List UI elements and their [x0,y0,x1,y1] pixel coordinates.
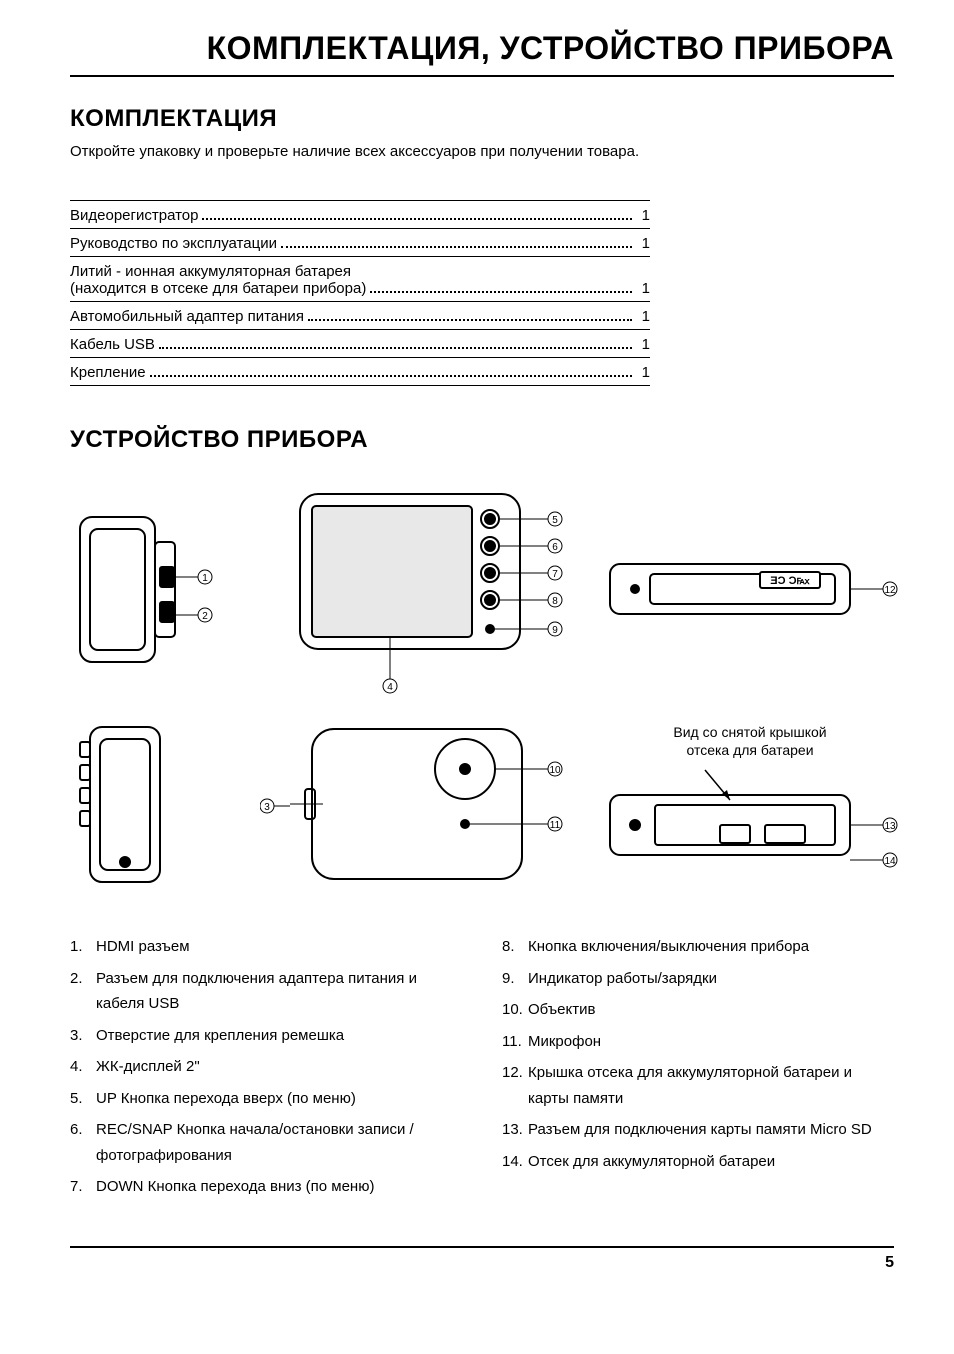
legend-item: 13.Разъем для подключения карты памяти M… [502,1117,894,1143]
diagram-side-right [70,717,270,892]
legend-text: HDMI разъем [96,934,462,960]
kit-item-label: Автомобильный адаптер питания [70,308,304,325]
diagram-front: 10 11 3 [290,714,580,894]
svg-text:7: 7 [552,569,558,580]
svg-text:2: 2 [202,611,208,622]
svg-text:6: 6 [552,542,558,553]
kit-item-qty: 1 [636,364,650,381]
diagram-back: 5 6 7 8 9 4 [290,484,580,694]
diagram-top: FC CE ƎƆ Ɔ℻ 12 [600,544,900,634]
svg-text:14: 14 [884,856,896,867]
legend-item: 12.Крышка отсека для аккумуляторной бата… [502,1060,894,1111]
legend-num: 5. [70,1086,96,1112]
kit-item-label: Видеорегистратор [70,207,198,224]
kit-row: Автомобильный адаптер питания 1 [70,302,650,330]
legend-num: 1. [70,934,96,960]
battery-cap-l1: Вид со снятой крышкой [673,724,826,740]
kit-item-label: Кабель USB [70,336,155,353]
kit-intro: Откройте упаковку и проверьте наличие вс… [70,143,894,160]
kit-row: Руководство по эксплуатации 1 [70,229,650,257]
kit-item-sub: (находится в отсеке для батареи прибора) [70,280,366,297]
svg-text:1: 1 [202,573,208,584]
legend-text: DOWN Кнопка перехода вниз (по меню) [96,1174,462,1200]
kit-row: Видеорегистратор 1 [70,201,650,229]
legend-text: Индикатор работы/зарядки [528,966,894,992]
kit-row: Кабель USB 1 [70,330,650,358]
legend-text: Отверстие для крепления ремешка [96,1023,462,1049]
svg-text:12: 12 [884,585,896,596]
svg-text:3: 3 [264,802,270,813]
legend-num: 4. [70,1054,96,1080]
battery-cap-l2: отсека для батареи [686,742,813,758]
kit-item-qty: 1 [636,336,650,353]
legend-text: ЖК-дисплей 2" [96,1054,462,1080]
kit-item-label: Крепление [70,364,146,381]
device-diagrams: 1 2 5 6 7 8 9 4 [70,484,894,894]
legend-text: Объектив [528,997,894,1023]
page-title: КОМПЛЕКТАЦИЯ, УСТРОЙСТВО ПРИБОРА [70,30,894,77]
kit-item-label: Литий - ионная аккумуляторная батарея [70,263,650,280]
kit-row: Литий - ионная аккумуляторная батарея(на… [70,257,650,302]
legend-item: 2.Разъем для подключения адаптера питани… [70,966,462,1017]
legend-text: Крышка отсека для аккумуляторной батареи… [528,1060,894,1111]
svg-text:13: 13 [884,821,896,832]
svg-text:9: 9 [552,625,558,636]
diagram-battery: Вид со снятой крышкой отсека для батареи… [600,723,900,885]
legend-num: 3. [70,1023,96,1049]
diagram-side-left: 1 2 [70,507,270,672]
legend-item: 3.Отверстие для крепления ремешка [70,1023,462,1049]
kit-item-qty: 1 [636,280,650,297]
svg-text:ƎƆ Ɔ℻: ƎƆ Ɔ℻ [770,575,810,587]
svg-text:4: 4 [387,682,393,693]
svg-text:11: 11 [550,820,561,831]
legend-num: 11. [502,1029,528,1055]
legend-num: 12. [502,1060,528,1111]
legend-num: 13. [502,1117,528,1143]
svg-text:10: 10 [549,765,561,776]
legend-item: 5.UP Кнопка перехода вверх (по меню) [70,1086,462,1112]
svg-text:8: 8 [552,596,558,607]
legend: 1.HDMI разъем2.Разъем для подключения ад… [70,934,894,1206]
legend-right: 8.Кнопка включения/выключения прибора9.И… [502,934,894,1206]
legend-item: 4.ЖК-дисплей 2" [70,1054,462,1080]
page-number: 5 [70,1246,894,1272]
legend-text: Микрофон [528,1029,894,1055]
legend-item: 11.Микрофон [502,1029,894,1055]
legend-num: 8. [502,934,528,960]
legend-text: Разъем для подключения адаптера питания … [96,966,462,1017]
legend-item: 14.Отсек для аккумуляторной батареи [502,1149,894,1175]
kit-item-label: Руководство по эксплуатации [70,235,277,252]
kit-table: Видеорегистратор1Руководство по эксплуат… [70,200,650,386]
legend-item: 9.Индикатор работы/зарядки [502,966,894,992]
kit-item-qty: 1 [636,235,650,252]
legend-text: Разъем для подключения карты памяти Micr… [528,1117,894,1143]
legend-item: 10.Объектив [502,997,894,1023]
legend-num: 10. [502,997,528,1023]
legend-num: 9. [502,966,528,992]
kit-row: Крепление 1 [70,358,650,386]
legend-text: Кнопка включения/выключения прибора [528,934,894,960]
legend-num: 6. [70,1117,96,1168]
legend-num: 2. [70,966,96,1017]
legend-item: 6.REC/SNAP Кнопка начала/остановки запис… [70,1117,462,1168]
legend-item: 8.Кнопка включения/выключения прибора [502,934,894,960]
legend-text: REC/SNAP Кнопка начала/остановки записи … [96,1117,462,1168]
kit-item-qty: 1 [636,207,650,224]
kit-heading: КОМПЛЕКТАЦИЯ [70,105,894,133]
svg-text:5: 5 [552,515,558,526]
legend-text: Отсек для аккумуляторной батареи [528,1149,894,1175]
legend-left: 1.HDMI разъем2.Разъем для подключения ад… [70,934,462,1206]
kit-item-qty: 1 [636,308,650,325]
legend-item: 1.HDMI разъем [70,934,462,960]
legend-text: UP Кнопка перехода вверх (по меню) [96,1086,462,1112]
device-heading: УСТРОЙСТВО ПРИБОРА [70,426,894,454]
legend-num: 7. [70,1174,96,1200]
legend-item: 7.DOWN Кнопка перехода вниз (по меню) [70,1174,462,1200]
legend-num: 14. [502,1149,528,1175]
